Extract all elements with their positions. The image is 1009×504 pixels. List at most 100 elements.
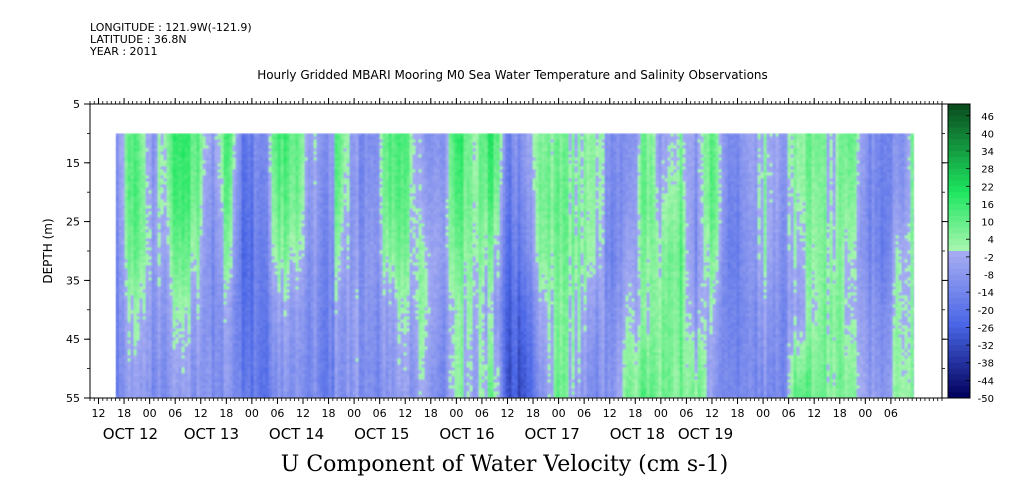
heatmap-cell — [224, 388, 228, 392]
heatmap-cell — [149, 244, 153, 248]
heatmap-cell — [188, 346, 192, 350]
heatmap-cell — [206, 244, 210, 248]
heatmap-cell — [227, 283, 231, 287]
heatmap-cell — [254, 262, 258, 266]
heatmap-cell — [260, 190, 264, 194]
heatmap-cell — [131, 166, 135, 170]
heatmap-cell — [254, 343, 258, 347]
heatmap-cell — [131, 295, 135, 299]
heatmap-cell — [149, 265, 153, 269]
heatmap-cell — [179, 172, 183, 176]
heatmap-cell — [134, 154, 138, 158]
heatmap-cell — [254, 160, 258, 164]
heatmap-cell — [278, 283, 282, 287]
heatmap-cell — [116, 304, 120, 308]
heatmap-cell — [125, 313, 129, 317]
heatmap-cell — [239, 133, 243, 137]
heatmap-cell — [194, 388, 198, 392]
heatmap-cell — [266, 313, 270, 317]
heatmap-cell — [281, 220, 285, 224]
heatmap-cell — [122, 340, 126, 344]
heatmap-cell — [161, 172, 165, 176]
heatmap-cell — [176, 298, 180, 302]
heatmap-cell — [209, 181, 213, 185]
heatmap-cell — [167, 286, 171, 290]
heatmap-cell — [143, 208, 147, 212]
heatmap-cell — [131, 358, 135, 362]
heatmap-cell — [269, 295, 273, 299]
heatmap-cell — [122, 175, 126, 179]
heatmap-cell — [227, 364, 231, 368]
heatmap-cell — [272, 169, 276, 173]
heatmap-cell — [164, 202, 168, 206]
heatmap-cell — [149, 304, 153, 308]
heatmap-cell — [230, 319, 234, 323]
heatmap-cell — [185, 379, 189, 383]
heatmap-cell — [194, 379, 198, 383]
heatmap-cell — [188, 208, 192, 212]
heatmap-cell — [140, 139, 144, 143]
heatmap-cell — [131, 322, 135, 326]
heatmap-cell — [131, 277, 135, 281]
heatmap-cell — [263, 283, 267, 287]
heatmap-cell — [227, 151, 231, 155]
heatmap-cell — [170, 295, 174, 299]
heatmap-cell — [209, 298, 213, 302]
heatmap-cell — [170, 283, 174, 287]
heatmap-cell — [203, 160, 207, 164]
heatmap-cell — [263, 346, 267, 350]
heatmap-cell — [176, 364, 180, 368]
heatmap-cell — [263, 322, 267, 326]
heatmap-cell — [146, 163, 150, 167]
heatmap-cell — [203, 379, 207, 383]
heatmap-cell — [140, 301, 144, 305]
heatmap-cell — [266, 175, 270, 179]
heatmap-cell — [149, 370, 153, 374]
heatmap-cell — [221, 169, 225, 173]
heatmap-cell — [221, 373, 225, 377]
heatmap-cell — [185, 238, 189, 242]
heatmap-cell — [206, 208, 210, 212]
heatmap-cell — [230, 178, 234, 182]
heatmap-cell — [164, 358, 168, 362]
heatmap-cell — [266, 214, 270, 218]
heatmap-cell — [224, 256, 228, 260]
heatmap-cell — [146, 211, 150, 215]
heatmap-cell — [197, 268, 201, 272]
heatmap-cell — [176, 256, 180, 260]
heatmap-cell — [209, 184, 213, 188]
heatmap-cell — [260, 148, 264, 152]
heatmap-cell — [122, 298, 126, 302]
heatmap-cell — [215, 265, 219, 269]
heatmap-cell — [161, 373, 165, 377]
heatmap-cell — [239, 382, 243, 386]
heatmap-cell — [140, 217, 144, 221]
heatmap-cell — [149, 169, 153, 173]
heatmap-cell — [158, 157, 162, 161]
heatmap-cell — [233, 220, 237, 224]
heatmap-cell — [131, 268, 135, 272]
heatmap-cell — [269, 241, 273, 245]
heatmap-cell — [218, 181, 222, 185]
heatmap-cell — [152, 328, 156, 332]
heatmap-cell — [218, 316, 222, 320]
heatmap-cell — [269, 319, 273, 323]
heatmap-cell — [278, 250, 282, 254]
heatmap-cell — [245, 235, 249, 239]
heatmap-cell — [143, 253, 147, 257]
heatmap-cell — [212, 337, 216, 341]
heatmap-cell — [242, 268, 246, 272]
heatmap-cell — [125, 259, 129, 263]
heatmap-cell — [230, 220, 234, 224]
heatmap-cell — [203, 277, 207, 281]
heatmap-cell — [266, 250, 270, 254]
heatmap-cell — [257, 367, 261, 371]
heatmap-cell — [176, 226, 180, 230]
heatmap-cell — [260, 325, 264, 329]
heatmap-cell — [197, 133, 201, 137]
heatmap-cell — [122, 190, 126, 194]
heatmap-cell — [149, 181, 153, 185]
heatmap-cell — [254, 178, 258, 182]
heatmap-cell — [236, 253, 240, 257]
heatmap-cell — [137, 391, 141, 395]
